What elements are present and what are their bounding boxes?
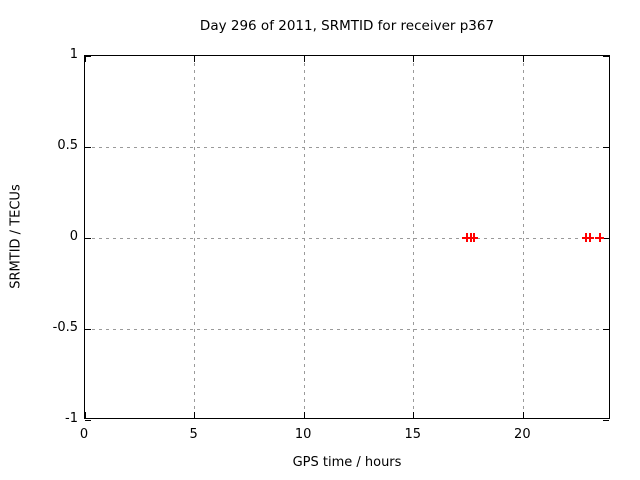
y-tick-mark xyxy=(85,419,91,421)
marker-vertical-bar xyxy=(472,233,475,242)
y-tick-mark xyxy=(603,328,609,330)
chart-title: Day 296 of 2011, SRMTID for receiver p36… xyxy=(199,18,495,34)
plot-area xyxy=(84,55,610,421)
y-gridline xyxy=(85,328,609,330)
y-tick-label: 1 xyxy=(69,47,78,62)
x-tick-label: 0 xyxy=(79,427,89,442)
x-tick-label: 15 xyxy=(404,427,422,442)
y-tick-mark xyxy=(85,328,91,330)
x-tick-mark xyxy=(84,56,86,62)
x-tick-label: 20 xyxy=(514,427,531,442)
x-tick-mark xyxy=(413,56,415,62)
x-gridline xyxy=(522,56,524,418)
x-tick-mark xyxy=(522,412,524,418)
y-tick-mark xyxy=(603,55,609,57)
marker-vertical-bar xyxy=(588,233,591,242)
x-axis-label: GPS time / hours xyxy=(292,455,402,470)
x-tick-mark xyxy=(303,412,305,418)
data-point-marker xyxy=(585,233,595,242)
y-tick-mark xyxy=(603,237,609,239)
x-tick-mark xyxy=(194,56,196,62)
y-tick-label: 0 xyxy=(69,229,78,244)
x-tick-mark xyxy=(84,412,86,418)
x-tick-label: 5 xyxy=(189,427,198,442)
y-tick-mark xyxy=(85,237,91,239)
x-tick-mark xyxy=(194,412,196,418)
y-tick-mark xyxy=(603,419,609,421)
y-tick-label: 0.5 xyxy=(57,138,78,153)
x-gridline xyxy=(303,56,305,418)
data-point-marker xyxy=(595,233,605,242)
marker-vertical-bar xyxy=(598,233,601,242)
x-gridline xyxy=(413,56,415,418)
y-tick-label: -1 xyxy=(65,411,78,426)
y-gridline xyxy=(85,237,609,239)
x-tick-mark xyxy=(522,56,524,62)
y-gridline xyxy=(85,146,609,148)
y-axis-label: SRMTID / TECUs xyxy=(8,184,24,289)
data-point-marker xyxy=(469,233,479,242)
y-tick-mark xyxy=(603,146,609,148)
x-gridline xyxy=(194,56,196,418)
x-tick-label: 10 xyxy=(294,427,312,442)
x-tick-mark xyxy=(303,56,305,62)
y-tick-mark xyxy=(85,146,91,148)
y-tick-label: -0.5 xyxy=(52,320,78,335)
x-tick-mark xyxy=(413,412,415,418)
y-tick-mark xyxy=(85,55,91,57)
